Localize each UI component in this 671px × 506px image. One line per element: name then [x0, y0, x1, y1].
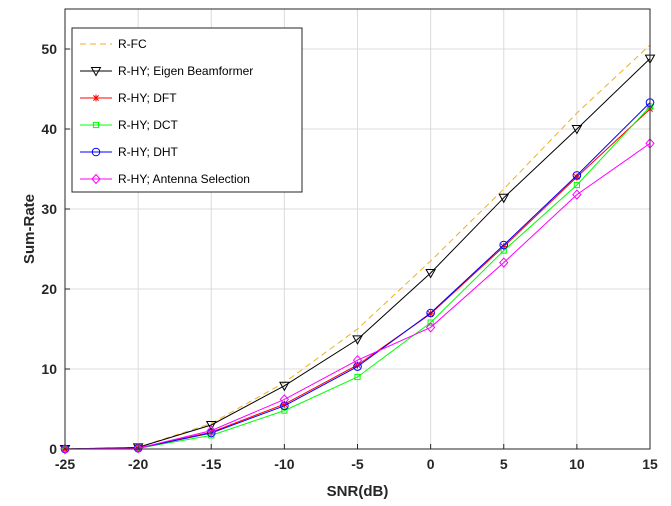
- legend-entry: R-HY; Antenna Selection: [80, 172, 250, 186]
- legend-label: R-HY; DHT: [118, 145, 179, 159]
- data-point: [206, 425, 216, 436]
- series-group: [59, 44, 656, 455]
- series-5: [60, 138, 655, 455]
- data-point: [571, 125, 583, 135]
- data-point: [498, 193, 510, 204]
- data-point: [91, 147, 101, 157]
- y-tick-label: 10: [41, 361, 57, 377]
- y-tick-label: 0: [49, 441, 57, 457]
- x-tick-label: -5: [351, 456, 364, 472]
- x-tick-label: 5: [500, 456, 508, 472]
- legend-label: R-FC: [118, 37, 147, 51]
- legend-label: R-HY; DCT: [118, 118, 179, 132]
- legend-label: R-HY; DFT: [118, 91, 177, 105]
- x-tick-label: -20: [128, 456, 148, 472]
- data-point: [426, 308, 435, 318]
- data-point: [91, 173, 101, 185]
- x-tick-label: 0: [427, 456, 435, 472]
- x-tick-label: 10: [569, 456, 585, 472]
- legend: R-FC R-HY; Eigen Beamformer R-HY; DFT R-HY;…: [71, 27, 303, 193]
- series-4: [60, 98, 655, 454]
- x-tick-label: -25: [55, 456, 75, 472]
- data-point: [572, 171, 582, 180]
- data-point: [354, 373, 361, 381]
- series-3: [61, 103, 654, 453]
- legend-entry: R-HY; DHT: [80, 145, 179, 159]
- data-point: [133, 442, 143, 454]
- data-point: [60, 443, 70, 455]
- series-line: [64, 142, 651, 450]
- series-0: [64, 44, 651, 450]
- data-point: [90, 67, 102, 77]
- x-tick-label: -10: [274, 456, 294, 472]
- data-point: [425, 322, 436, 333]
- data-point: [425, 269, 436, 279]
- y-tick-label: 20: [41, 281, 57, 297]
- data-point: [427, 319, 434, 326]
- x-tick-label: 15: [642, 456, 658, 472]
- data-point: [92, 121, 100, 129]
- series-line: [64, 44, 651, 450]
- data-point: [281, 407, 288, 414]
- legend-entry: R-HY; DFT: [80, 91, 177, 105]
- data-point: [279, 381, 290, 392]
- y-tick-label: 30: [41, 201, 57, 217]
- data-point: [280, 401, 289, 411]
- data-point: [499, 240, 509, 250]
- data-point: [206, 428, 216, 438]
- data-point: [352, 354, 363, 366]
- data-point: [573, 181, 580, 189]
- series-line: [64, 58, 651, 450]
- series-line: [64, 102, 651, 450]
- y-axis-label: Sum-Rate: [21, 194, 38, 264]
- data-point: [499, 257, 509, 268]
- data-point: [572, 189, 582, 200]
- legend-label: R-HY; Antenna Selection: [118, 172, 250, 186]
- y-tick-label: 50: [41, 41, 57, 57]
- y-tick-label: 40: [41, 121, 57, 137]
- tick-group: -25 -20 -15 -10 -5 0 5 10 15 0 10 20 30 40 50: [41, 41, 658, 472]
- data-point: [352, 335, 363, 345]
- legend-entry: R-FC: [80, 37, 147, 51]
- x-tick-label: -15: [201, 456, 221, 472]
- x-axis-label: SNR(dB): [327, 483, 389, 500]
- legend-entry: R-HY; Eigen Beamformer: [80, 64, 253, 78]
- legend-entry: R-HY; DCT: [80, 118, 179, 132]
- data-point: [427, 310, 435, 318]
- data-point: [205, 421, 217, 431]
- data-point: [353, 362, 362, 371]
- data-point: [500, 247, 507, 254]
- series-line: [64, 106, 651, 450]
- data-point: [279, 394, 290, 405]
- legend-label: R-HY; Eigen Beamformer: [118, 64, 253, 78]
- legend-box: [71, 27, 303, 193]
- data-point: [92, 94, 100, 102]
